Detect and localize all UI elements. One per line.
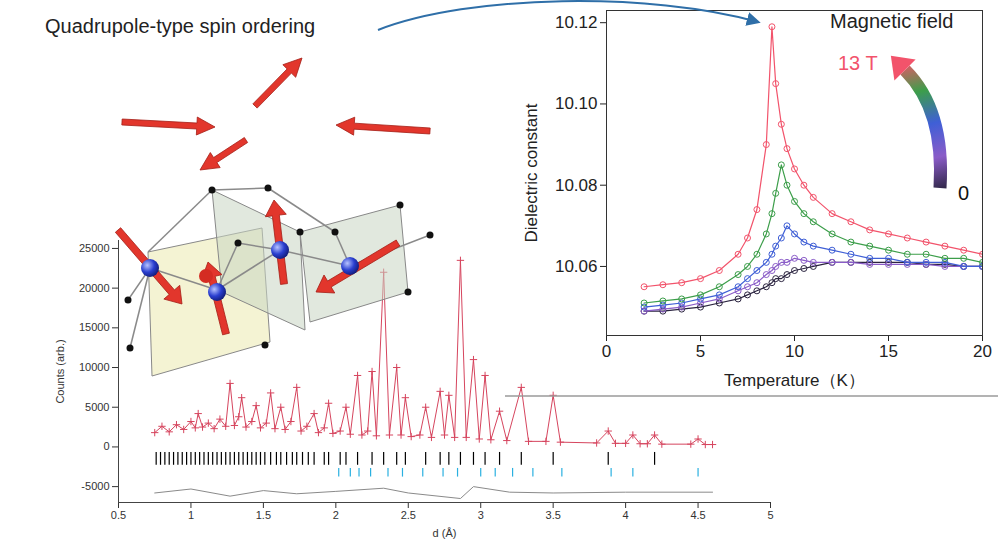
svg-text:0: 0 — [103, 440, 109, 452]
svg-text:-5000: -5000 — [81, 480, 109, 492]
svg-text:15000: 15000 — [79, 321, 110, 333]
svg-text:10: 10 — [785, 342, 804, 361]
svg-text:20: 20 — [973, 342, 992, 361]
svg-text:3.5: 3.5 — [546, 509, 561, 521]
svg-text:10000: 10000 — [79, 361, 110, 373]
svg-text:0.5: 0.5 — [111, 509, 126, 521]
svg-text:Counts (arb.): Counts (arb.) — [54, 339, 66, 403]
svg-text:Magnetic field: Magnetic field — [830, 10, 953, 32]
svg-text:0: 0 — [958, 182, 969, 204]
svg-text:10.06: 10.06 — [555, 257, 598, 276]
svg-text:Quadrupole-type spin ordering: Quadrupole-type spin ordering — [45, 15, 315, 37]
svg-text:5000: 5000 — [85, 401, 109, 413]
svg-text:15: 15 — [879, 342, 898, 361]
svg-text:Dielectric constant: Dielectric constant — [522, 103, 541, 242]
svg-text:2.5: 2.5 — [401, 509, 416, 521]
svg-text:d (Å): d (Å) — [433, 527, 457, 539]
svg-text:0: 0 — [602, 342, 611, 361]
svg-text:Temperature（K）: Temperature（K） — [724, 371, 865, 390]
svg-text:5: 5 — [696, 342, 705, 361]
svg-text:2: 2 — [333, 509, 339, 521]
svg-text:10.10: 10.10 — [555, 94, 598, 113]
svg-text:4.5: 4.5 — [690, 509, 705, 521]
svg-text:5: 5 — [767, 509, 773, 521]
svg-text:25000: 25000 — [79, 242, 110, 254]
svg-text:20000: 20000 — [79, 282, 110, 294]
svg-text:4: 4 — [623, 509, 629, 521]
svg-text:3: 3 — [478, 509, 484, 521]
svg-text:13 T: 13 T — [838, 52, 878, 74]
svg-text:10.08: 10.08 — [555, 176, 598, 195]
svg-text:1.5: 1.5 — [256, 509, 271, 521]
svg-text:10.12: 10.12 — [555, 13, 598, 32]
svg-text:1: 1 — [188, 509, 194, 521]
